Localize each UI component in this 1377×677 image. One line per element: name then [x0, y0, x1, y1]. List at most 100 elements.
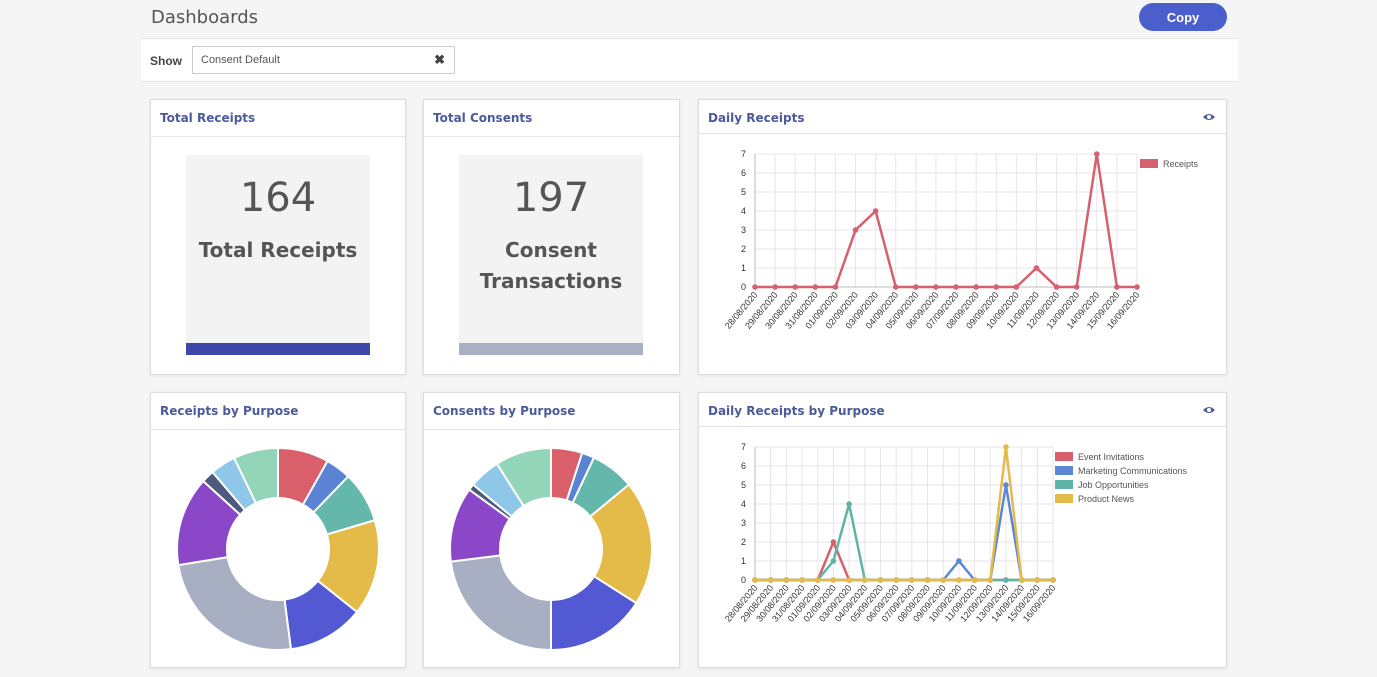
copy-button[interactable]: Copy — [1139, 3, 1227, 31]
series-line — [755, 483, 1053, 582]
data-point — [792, 284, 799, 290]
y-tick-label: 7 — [741, 442, 746, 452]
data-point — [956, 558, 962, 564]
data-point — [987, 577, 994, 583]
total-consents-label: Consent Transactions — [459, 235, 643, 297]
data-point — [1053, 284, 1060, 290]
data-point — [872, 208, 879, 214]
daily-receipts-card: Daily Receipts 0 1 2 3 4 5 6 7 28/08/2020 29/08/2… — [698, 99, 1227, 375]
data-point — [830, 577, 837, 583]
y-tick-label: 2 — [741, 244, 746, 254]
consents-by-purpose-card: Consents by Purpose — [423, 392, 680, 668]
dashboard-select-value: Consent Default — [201, 54, 280, 66]
eye-icon[interactable] — [1202, 112, 1216, 122]
data-point — [1114, 284, 1120, 290]
card-title: Receipts by Purpose — [160, 404, 299, 418]
pie-slice — [177, 555, 293, 651]
pie-slice — [588, 483, 653, 605]
series-line — [755, 152, 1137, 289]
data-point — [830, 539, 837, 545]
data-point — [933, 284, 939, 290]
data-point — [924, 577, 931, 583]
data-point — [1073, 284, 1080, 290]
legend-label: Event Invitations — [1078, 452, 1145, 462]
data-point — [1018, 577, 1025, 583]
daily-receipts-chart: 0123456728/08/202029/08/202030/08/202031… — [723, 149, 1199, 331]
stat-bar — [459, 343, 643, 355]
data-point — [1050, 577, 1056, 583]
dashboard-select[interactable]: Consent Default ✖ — [192, 46, 455, 74]
legend-label: Marketing Communications — [1078, 466, 1188, 476]
card-title: Daily Receipts by Purpose — [708, 404, 885, 418]
legend-swatch — [1055, 452, 1073, 461]
data-point — [971, 577, 978, 583]
total-consents-value: 197 — [512, 175, 590, 221]
pie-slice — [495, 446, 552, 508]
data-point — [814, 577, 821, 583]
data-point — [1033, 265, 1040, 271]
legend-swatch — [1140, 159, 1158, 168]
eye-icon[interactable] — [1202, 405, 1216, 415]
data-point — [767, 577, 774, 583]
data-point — [1093, 151, 1100, 157]
label-line: Transactions — [479, 269, 623, 293]
y-tick-label: 5 — [741, 480, 746, 490]
pie-slice — [449, 554, 552, 652]
y-tick-label: 0 — [741, 575, 746, 585]
legend-swatch — [1055, 466, 1073, 475]
card-title: Consents by Purpose — [433, 404, 576, 418]
data-point — [1013, 284, 1020, 290]
total-receipts-card: Total Receipts 164 Total Receipts — [150, 99, 406, 375]
data-point — [1034, 577, 1041, 583]
total-receipts-value: 164 — [239, 175, 317, 221]
data-point — [877, 577, 884, 583]
filter-bar: Show Consent Default ✖ — [141, 38, 1238, 82]
data-point — [799, 577, 805, 583]
legend-label: Receipts — [1163, 159, 1199, 169]
data-point — [1134, 284, 1140, 290]
stat-tile: 164 Total Receipts — [186, 155, 370, 355]
data-point — [846, 501, 852, 507]
total-receipts-label: Total Receipts — [198, 238, 358, 262]
data-point — [973, 284, 979, 290]
legend-label: Job Opportunities — [1078, 480, 1149, 490]
pie-slice — [232, 446, 279, 505]
data-point — [783, 577, 790, 583]
daily-receipts-by-purpose-chart: 0123456728/08/202029/08/202030/08/202031… — [723, 442, 1188, 624]
y-tick-label: 4 — [741, 206, 746, 216]
y-tick-label: 1 — [741, 263, 746, 273]
legend-label: Product News — [1078, 494, 1135, 504]
data-point — [913, 284, 919, 290]
receipts-by-purpose-card: Receipts by Purpose — [150, 392, 406, 668]
show-label: Show — [150, 54, 182, 68]
label-line: Consent — [505, 238, 597, 262]
stat-tile: 197 Consent Transactions — [459, 155, 643, 355]
series-line — [755, 445, 1053, 582]
y-tick-label: 6 — [741, 168, 746, 178]
legend-swatch — [1055, 494, 1073, 503]
data-point — [830, 558, 837, 564]
total-consents-card: Total Consents 197 Consent Transactions — [423, 99, 680, 375]
data-point — [1003, 577, 1009, 583]
data-point — [812, 284, 819, 290]
data-point — [1003, 444, 1009, 450]
data-point — [909, 577, 915, 583]
data-point — [752, 284, 758, 290]
page-header: Dashboards Copy — [141, 0, 1238, 38]
daily-receipts-by-purpose-card: Daily Receipts by Purpose 0 1 2 3 4 5 6 7 28/08/… — [698, 392, 1227, 668]
receipts-by-purpose-chart — [176, 446, 380, 651]
y-tick-label: 0 — [741, 282, 746, 292]
divider — [424, 429, 679, 430]
data-point — [953, 284, 959, 290]
y-tick-label: 6 — [741, 461, 746, 471]
divider — [699, 133, 1226, 134]
y-tick-label: 3 — [741, 225, 746, 235]
y-tick-label: 2 — [741, 537, 746, 547]
data-point — [832, 284, 839, 290]
consents-by-purpose-chart — [449, 446, 653, 652]
data-point — [940, 577, 947, 583]
y-tick-label: 1 — [741, 556, 746, 566]
close-icon[interactable]: ✖ — [434, 52, 445, 67]
divider — [699, 426, 1226, 427]
y-tick-label: 5 — [741, 187, 746, 197]
